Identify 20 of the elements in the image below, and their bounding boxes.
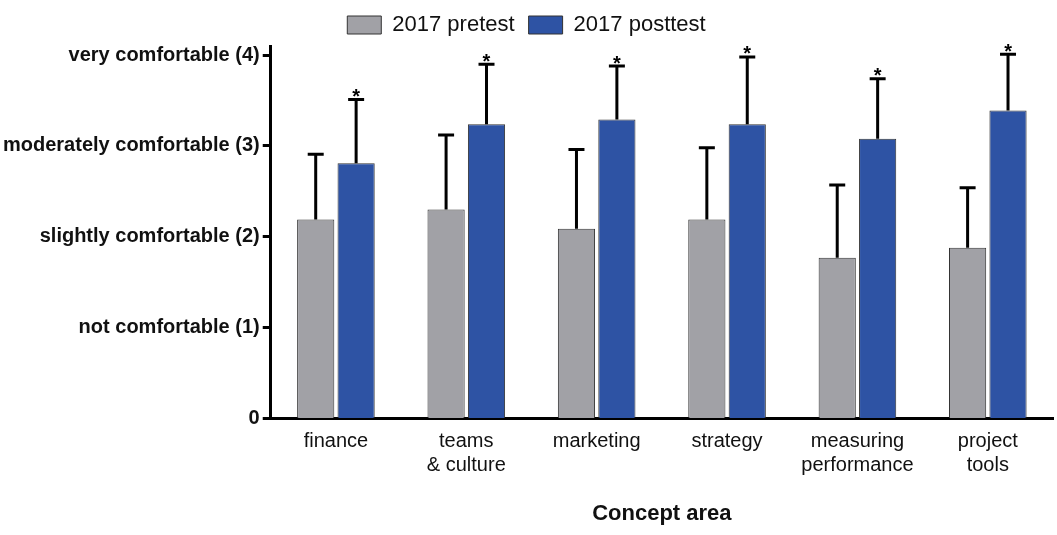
x-tick-label: finance — [303, 429, 369, 452]
y-tick-label: very comfortable (4) — [68, 42, 260, 65]
annotation: * — [482, 49, 491, 72]
annotation: * — [873, 64, 882, 87]
y-tick-label: 0 — [248, 406, 260, 429]
y-tick-label: moderately comfortable (3) — [2, 133, 260, 156]
x-axis-title: Concept area — [592, 499, 733, 525]
y-tick-label: slightly comfortable (2) — [39, 224, 260, 247]
annotation: * — [352, 85, 361, 108]
annotation: * — [1004, 39, 1013, 62]
x-tick-label: strategy — [691, 429, 763, 452]
legend-label: 2017 pretest — [392, 11, 515, 37]
legend-label: 2017 posttest — [573, 11, 706, 37]
x-tick-label: marketing — [552, 429, 641, 452]
x-tick-label: teams & culture — [426, 429, 506, 476]
x-tick-label: measuring performance — [801, 429, 914, 476]
annotation: * — [612, 51, 621, 74]
annotation: * — [743, 42, 752, 65]
y-tick-label: not comfortable (1) — [78, 315, 260, 338]
x-tick-label: project tools — [957, 429, 1019, 476]
